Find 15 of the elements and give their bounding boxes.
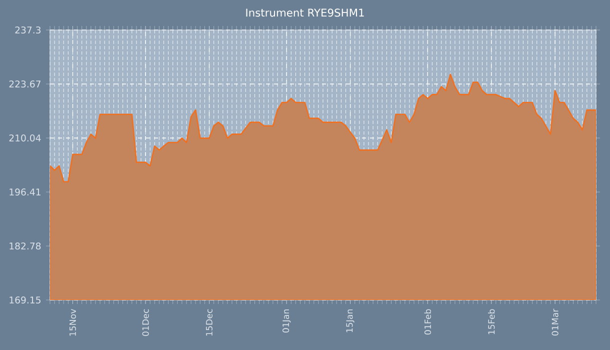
chart-title: Instrument RYE9SHM1 [246, 8, 364, 17]
x-tick-label: 01Feb [424, 309, 432, 335]
x-tick-label: 15Jan [346, 309, 354, 332]
y-tick-label: 169.15 [10, 296, 40, 304]
y-tick-label: 237.3 [15, 26, 41, 34]
x-tick-label: 15Dec [206, 309, 212, 336]
y-tick-label: 223.67 [9, 80, 40, 88]
y-tick-label: 210.04 [9, 134, 41, 142]
x-tick-label: 15Nov [70, 308, 76, 336]
x-tick-label: 01Jan [282, 309, 291, 333]
x-tick-label: 01Mar [552, 308, 558, 336]
y-tick-label: 182.78 [10, 242, 41, 250]
y-tick-label: 196.41 [10, 188, 40, 196]
x-tick-label: 15Feb [488, 309, 495, 334]
x-tick-label: 01Dec [142, 309, 149, 336]
